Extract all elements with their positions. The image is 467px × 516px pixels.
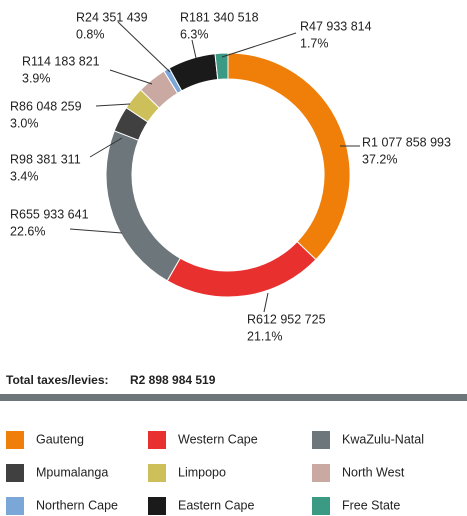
divider [0,394,467,401]
leader-line [95,103,131,107]
leader-line [191,39,197,59]
percent-label: 37.2% [362,152,397,166]
legend-swatch [312,464,330,482]
percent-label: 21.1% [247,329,282,343]
percent-label: 6.3% [180,27,209,41]
legend-label: Limpopo [178,465,226,479]
legend-swatch [312,497,330,515]
legend-swatch [312,431,330,449]
leader-line [109,69,153,85]
amount-label: R181 340 518 [180,10,259,24]
legend-label: Eastern Cape [178,498,254,512]
amount-label: R1 077 858 993 [362,135,451,149]
leader-line [117,21,171,73]
legend-label: Free State [342,498,400,512]
donut-segment [227,52,351,261]
leader-line [263,292,269,313]
legend-label: Northern Cape [36,498,118,512]
legend-label: KwaZulu-Natal [342,432,424,446]
amount-label: R24 351 439 [76,10,148,24]
leader-line [69,228,123,234]
legend-label: Gauteng [36,432,84,446]
percent-label: 3.4% [10,169,39,183]
legend-swatch [6,431,24,449]
legend-swatch [6,497,24,515]
percent-label: 3.0% [10,116,39,130]
amount-label: R86 048 259 [10,99,82,113]
amount-label: R47 933 814 [300,19,372,33]
percent-label: 22.6% [10,224,45,238]
percent-label: 1.7% [300,36,329,50]
amount-label: R114 183 821 [22,54,100,68]
amount-label: R98 381 311 [10,152,81,166]
total-label: Total taxes/levies: [6,373,109,387]
legend-swatch [148,497,166,515]
amount-label: R612 952 725 [247,312,326,326]
legend-label: Western Cape [178,432,258,446]
leader-line [89,137,123,158]
legend-swatch [148,464,166,482]
donut-segment [166,240,317,298]
amount-label: R655 933 641 [10,207,89,221]
percent-label: 0.8% [76,27,105,41]
legend-swatch [6,464,24,482]
leader-line [221,32,297,58]
total-value: R2 898 984 519 [130,373,216,387]
legend-label: Mpumalanga [36,465,108,479]
donut-segment [214,52,229,81]
percent-label: 3.9% [22,71,51,85]
legend-swatch [148,431,166,449]
donut-segment [105,130,181,282]
legend-label: North West [342,465,405,479]
